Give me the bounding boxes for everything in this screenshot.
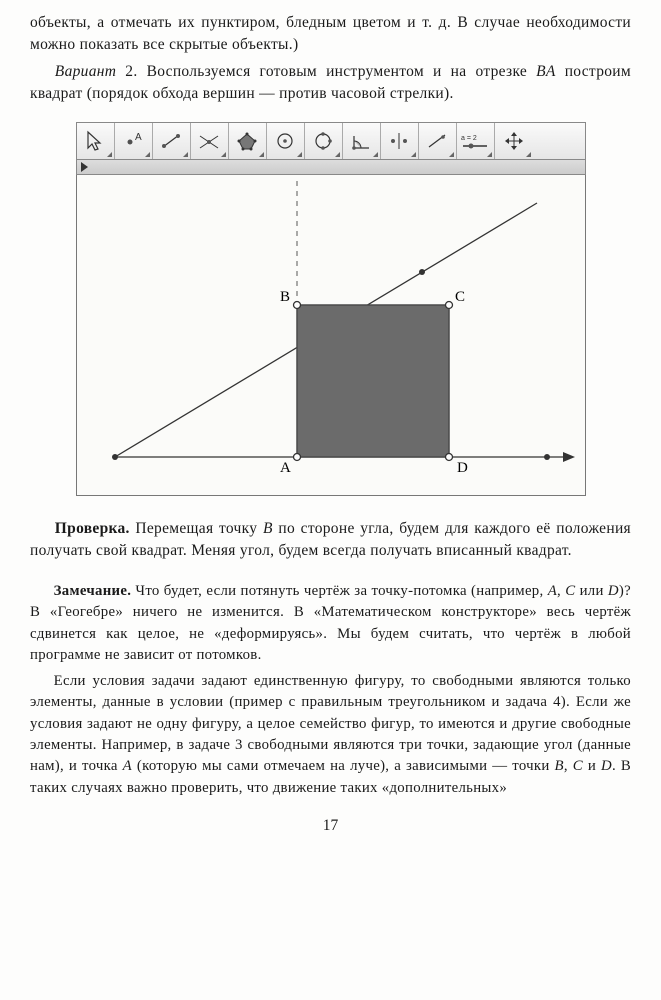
upper-ray-point[interactable] (419, 269, 425, 275)
variant-text-a: Воспользуемся готовым инструментом и на … (147, 63, 537, 80)
note-paragraph: Замечание. Что будет, если потянуть черт… (30, 581, 631, 667)
tool-line-opts[interactable] (419, 123, 457, 159)
svg-text:A: A (135, 132, 142, 143)
note-label: Замечание. (54, 583, 132, 599)
tool-perpendicular[interactable] (191, 123, 229, 159)
point-D[interactable] (445, 453, 452, 460)
tool-point[interactable]: A (115, 123, 153, 159)
tool-arc[interactable] (305, 123, 343, 159)
toolbar: A (76, 122, 586, 160)
label-A: A (280, 460, 291, 476)
proverka-paragraph: Проверка. Перемещая точку B по стороне у… (30, 518, 631, 563)
drawing-canvas[interactable]: A B C D (76, 175, 586, 496)
expand-arrow-icon (81, 162, 88, 172)
page-number: 17 (30, 817, 631, 835)
note-a: Что будет, если потянуть чертёж за точку… (131, 583, 547, 599)
proverka-a: Перемещая точку (130, 520, 263, 537)
note2-b: (которую мы сами отмечаем на луче), а за… (132, 758, 554, 774)
paragraph-variant2: Вариант 2. Воспользуемся готовым инструм… (30, 61, 631, 106)
note2-C: C (573, 758, 583, 774)
geometry-svg: A B C D (77, 175, 585, 495)
paragraph-1: объекты, а отмечать их пунктиром, бледны… (30, 12, 631, 57)
note-C: C (565, 583, 575, 599)
proverka-label: Проверка. (55, 520, 130, 537)
variant-num: 2. (116, 63, 146, 80)
note2-B: B (555, 758, 564, 774)
tool-angle[interactable] (343, 123, 381, 159)
note-c: или (575, 583, 608, 599)
point-A[interactable] (293, 453, 300, 460)
ray-end-point[interactable] (544, 454, 550, 460)
note2-c: , (564, 758, 573, 774)
figure: A (76, 122, 586, 496)
variant-label: Вариант (55, 63, 116, 80)
tool-circle[interactable] (267, 123, 305, 159)
tool-move[interactable] (495, 123, 533, 159)
point-B[interactable] (293, 301, 300, 308)
tool-slider[interactable]: a = 2 (457, 123, 495, 159)
tool-cursor[interactable] (77, 123, 115, 159)
angle-vertex-point[interactable] (112, 454, 118, 460)
note2-paragraph: Если условия задачи задают единственную … (30, 671, 631, 800)
slider-label: a = 2 (461, 135, 477, 142)
label-D: D (457, 460, 468, 476)
point-C[interactable] (445, 301, 452, 308)
tool-segment[interactable] (153, 123, 191, 159)
tool-reflect[interactable] (381, 123, 419, 159)
proverka-B: B (263, 520, 273, 537)
label-C: C (455, 289, 465, 305)
ray-arrowhead (563, 452, 575, 462)
note-b: , (557, 583, 565, 599)
note2-d: и (583, 758, 601, 774)
segment-BA: BA (536, 63, 556, 80)
square-ABCD (297, 305, 449, 457)
note2-D: D (601, 758, 612, 774)
panel-tabbar[interactable] (76, 160, 586, 175)
note-D: D (608, 583, 619, 599)
note-A: A (548, 583, 557, 599)
label-B: B (280, 289, 290, 305)
tool-polygon[interactable] (229, 123, 267, 159)
note2-A: A (123, 758, 132, 774)
